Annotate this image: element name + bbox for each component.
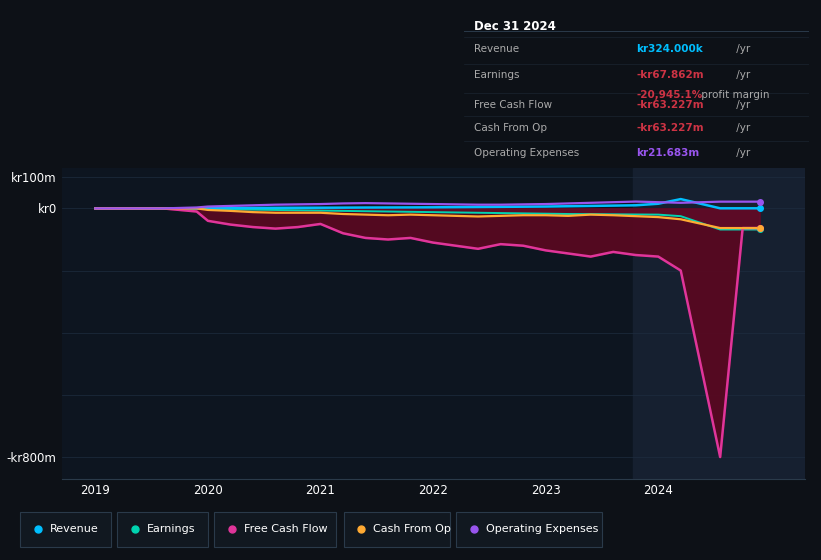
Text: Operating Expenses: Operating Expenses <box>475 148 580 158</box>
Text: -kr63.227m: -kr63.227m <box>636 100 704 110</box>
Bar <box>456 512 602 547</box>
Text: Cash From Op: Cash From Op <box>475 123 548 133</box>
Text: Operating Expenses: Operating Expenses <box>486 524 599 534</box>
Text: /yr: /yr <box>733 100 750 110</box>
Text: -kr67.862m: -kr67.862m <box>636 70 704 80</box>
Text: -kr63.227m: -kr63.227m <box>636 123 704 133</box>
Bar <box>21 512 111 547</box>
Bar <box>634 168 805 479</box>
Text: Earnings: Earnings <box>475 70 520 80</box>
Text: /yr: /yr <box>733 44 750 54</box>
Text: Dec 31 2024: Dec 31 2024 <box>475 20 556 33</box>
Text: Cash From Op: Cash From Op <box>374 524 452 534</box>
Text: Free Cash Flow: Free Cash Flow <box>244 524 328 534</box>
Text: kr21.683m: kr21.683m <box>636 148 699 158</box>
Bar <box>117 512 208 547</box>
Text: -20,945.1%: -20,945.1% <box>636 90 703 100</box>
Text: Free Cash Flow: Free Cash Flow <box>475 100 553 110</box>
Text: /yr: /yr <box>733 70 750 80</box>
Text: Revenue: Revenue <box>475 44 520 54</box>
Text: /yr: /yr <box>733 148 750 158</box>
Text: Earnings: Earnings <box>147 524 195 534</box>
Text: profit margin: profit margin <box>699 90 770 100</box>
Bar <box>343 512 450 547</box>
Bar <box>214 512 337 547</box>
Text: /yr: /yr <box>733 123 750 133</box>
Text: kr324.000k: kr324.000k <box>636 44 703 54</box>
Text: Revenue: Revenue <box>50 524 99 534</box>
